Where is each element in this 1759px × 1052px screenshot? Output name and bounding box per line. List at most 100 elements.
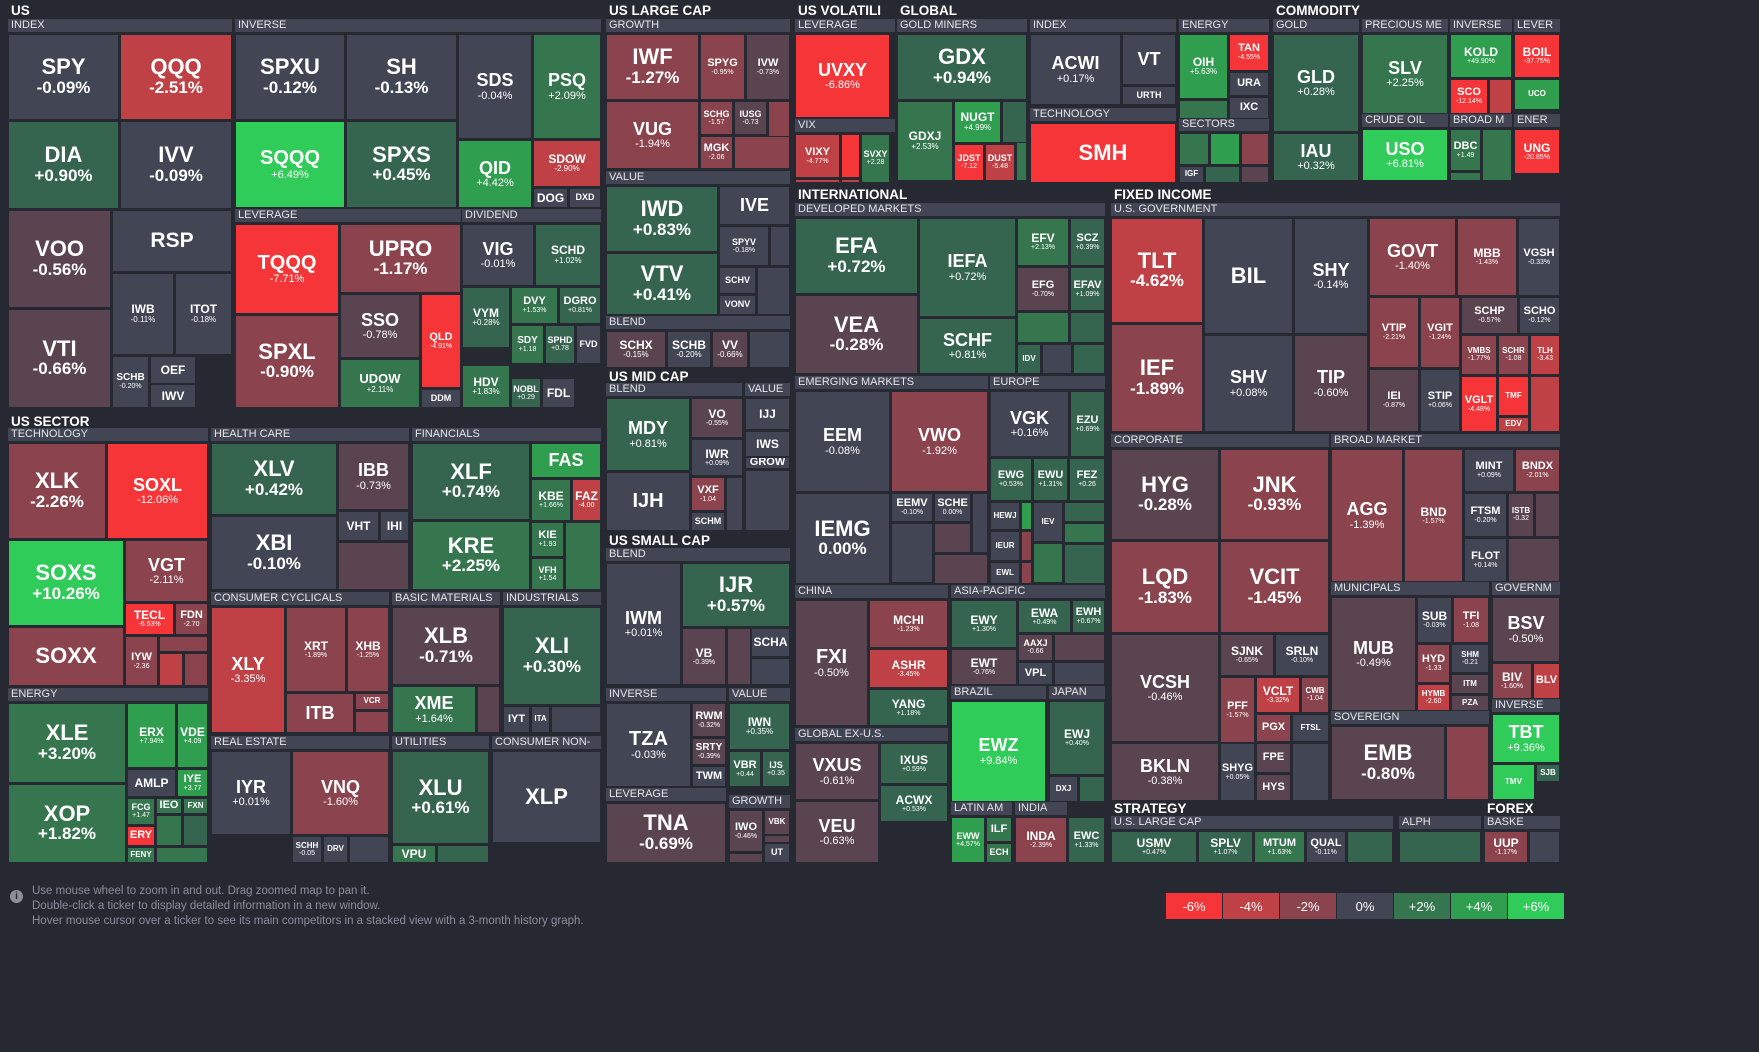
ticker-tile[interactable]: VTIP -2.21%	[1369, 297, 1419, 368]
ticker-tile[interactable]: MDY +0.81%	[606, 398, 690, 471]
ticker-tile[interactable]: GDXJ +2.53%	[897, 101, 953, 181]
ticker-tile[interactable]: RWM -0.32%	[692, 703, 726, 737]
ticker-tile[interactable]: SH -0.13%	[346, 34, 457, 120]
ticker-tile[interactable]: RSP	[112, 210, 232, 272]
ticker-tile[interactable]: KBE +1.66%	[531, 479, 571, 521]
ticker-tile[interactable]: OIH +5.63%	[1179, 34, 1228, 99]
ticker-tile[interactable]: SPXS +0.45%	[346, 121, 457, 208]
ticker-tile[interactable]: VBK	[764, 810, 790, 835]
ticker-cell[interactable]	[477, 686, 500, 733]
ticker-tile[interactable]: IWD +0.83%	[606, 186, 718, 252]
ticker-cell[interactable]	[1021, 531, 1032, 561]
ticker-tile[interactable]: IYE +3.77	[177, 769, 208, 797]
ticker-tile[interactable]: VXUS -0.61%	[795, 743, 879, 800]
ticker-tile[interactable]: SDS -0.04%	[458, 34, 532, 139]
ticker-tile[interactable]: TWM	[692, 766, 726, 787]
ticker-tile[interactable]: EFAV +1.09%	[1070, 267, 1105, 311]
ticker-tile[interactable]: VB -0.39%	[682, 628, 726, 685]
ticker-tile[interactable]: SCHA	[751, 628, 790, 657]
ticker-tile[interactable]: FDN -2.70	[175, 603, 208, 635]
ticker-cell[interactable]	[934, 523, 971, 553]
ticker-cell[interactable]	[551, 706, 601, 733]
ticker-tile[interactable]: BND -1.57%	[1404, 449, 1463, 582]
ticker-cell[interactable]	[1205, 166, 1240, 183]
ticker-tile[interactable]: HYG -0.28%	[1111, 449, 1219, 540]
ticker-tile[interactable]: FXI -0.50%	[795, 600, 868, 726]
ticker-tile[interactable]: GROW	[745, 457, 790, 469]
ticker-cell[interactable]	[1017, 312, 1069, 343]
ticker-tile[interactable]: IWS	[745, 431, 790, 457]
ticker-tile[interactable]: VGIT -1.24%	[1420, 297, 1460, 368]
ticker-tile[interactable]: SPHD +0.78	[545, 325, 575, 364]
ticker-cell[interactable]	[795, 179, 840, 183]
ticker-tile[interactable]: DBC +1.49	[1450, 129, 1481, 171]
ticker-cell[interactable]	[729, 853, 763, 863]
ticker-tile[interactable]: IXC	[1229, 97, 1269, 119]
ticker-tile[interactable]: VTV +0.41%	[606, 253, 718, 315]
ticker-tile[interactable]: ITOT -0.18%	[175, 273, 232, 355]
ticker-tile[interactable]: TMV	[1492, 764, 1535, 800]
ticker-tile[interactable]: EWC +1.33%	[1068, 817, 1105, 863]
ticker-tile[interactable]: AMLP	[127, 769, 176, 797]
ticker-tile[interactable]: LQD -1.83%	[1111, 541, 1219, 633]
ticker-tile[interactable]: NUGT +4.99%	[954, 101, 1001, 143]
ticker-tile[interactable]: UDOW +2.11%	[340, 359, 420, 408]
ticker-tile[interactable]: VPL	[1018, 662, 1053, 685]
ticker-tile[interactable]: IJS +0.35	[762, 751, 790, 787]
ticker-tile[interactable]: IUSG -0.73	[734, 101, 767, 135]
ticker-cell[interactable]	[734, 136, 790, 169]
ticker-tile[interactable]: EEM -0.08%	[795, 391, 890, 492]
ticker-cell[interactable]	[1054, 634, 1105, 661]
ticker-tile[interactable]: IBB -0.73%	[338, 443, 409, 510]
ticker-tile[interactable]: SPXL -0.90%	[235, 315, 339, 408]
ticker-tile[interactable]: EWL	[990, 562, 1020, 584]
ticker-tile[interactable]: BIL	[1204, 218, 1293, 334]
ticker-tile[interactable]: DVY +1.53%	[511, 287, 558, 324]
ticker-tile[interactable]: VGK +0.16%	[990, 391, 1069, 457]
ticker-tile[interactable]: VEA -0.28%	[795, 295, 918, 374]
ticker-tile[interactable]: UPRO -1.17%	[340, 224, 461, 293]
ticker-tile[interactable]: DIA +0.90%	[8, 121, 119, 209]
ticker-tile[interactable]: IDV	[1017, 344, 1041, 374]
ticker-tile[interactable]: TIP -0.60%	[1294, 335, 1368, 432]
ticker-tile[interactable]: IWN +0.35%	[729, 703, 790, 750]
ticker-tile[interactable]: IYW -2.36	[125, 636, 158, 686]
ticker-tile[interactable]: MTUM +1.63%	[1254, 831, 1305, 863]
ticker-tile[interactable]: XME +1.64%	[392, 686, 476, 733]
ticker-tile[interactable]: IAU +0.32%	[1273, 133, 1359, 181]
ticker-tile[interactable]: DOG	[533, 188, 568, 208]
ticker-tile[interactable]: SCHM	[691, 512, 725, 531]
ticker-tile[interactable]: IWF -1.27%	[606, 34, 699, 100]
ticker-tile[interactable]: TFI -1.08	[1453, 597, 1489, 643]
ticker-cell[interactable]	[1210, 133, 1240, 165]
ticker-tile[interactable]: ITM	[1451, 674, 1489, 694]
ticker-tile[interactable]: SRTY -0.39%	[692, 738, 726, 765]
ticker-tile[interactable]: EWT -0.76%	[951, 649, 1017, 685]
ticker-cell[interactable]	[184, 653, 208, 686]
ticker-tile[interactable]: XLF +0.74%	[412, 443, 530, 520]
ticker-tile[interactable]: XLB -0.71%	[392, 607, 500, 685]
ticker-tile[interactable]: VYM +0.28%	[462, 287, 510, 348]
ticker-cell[interactable]	[1347, 831, 1393, 863]
ticker-cell[interactable]	[1054, 662, 1105, 685]
ticker-tile[interactable]: UNG -20.85%	[1514, 129, 1560, 174]
ticker-cell[interactable]	[1042, 344, 1072, 374]
ticker-tile[interactable]: VXF -1.04	[691, 477, 725, 511]
ticker-tile[interactable]: VIXY -4.77%	[795, 134, 840, 178]
ticker-tile[interactable]: IEV	[1033, 502, 1063, 542]
ticker-cell[interactable]	[749, 331, 790, 368]
ticker-tile[interactable]: XRT -1.89%	[286, 607, 346, 692]
ticker-cell[interactable]	[891, 523, 933, 583]
ticker-cell[interactable]	[1241, 166, 1269, 183]
ticker-tile[interactable]: BKLN -0.38%	[1111, 743, 1219, 801]
ticker-tile[interactable]: XLK -2.26%	[8, 443, 106, 539]
ticker-cell[interactable]	[757, 267, 790, 315]
ticker-tile[interactable]: SJNK -0.65%	[1220, 634, 1274, 676]
ticker-tile[interactable]: IJR +0.57%	[682, 563, 790, 627]
ticker-cell[interactable]	[437, 845, 489, 863]
ticker-tile[interactable]: IYT	[503, 706, 530, 733]
ticker-tile[interactable]: XLY -3.35%	[211, 607, 285, 733]
ticker-tile[interactable]: KOLD +49.90%	[1450, 34, 1512, 78]
ticker-cell[interactable]	[355, 711, 389, 733]
ticker-tile[interactable]: SCHF +0.81%	[919, 318, 1016, 374]
